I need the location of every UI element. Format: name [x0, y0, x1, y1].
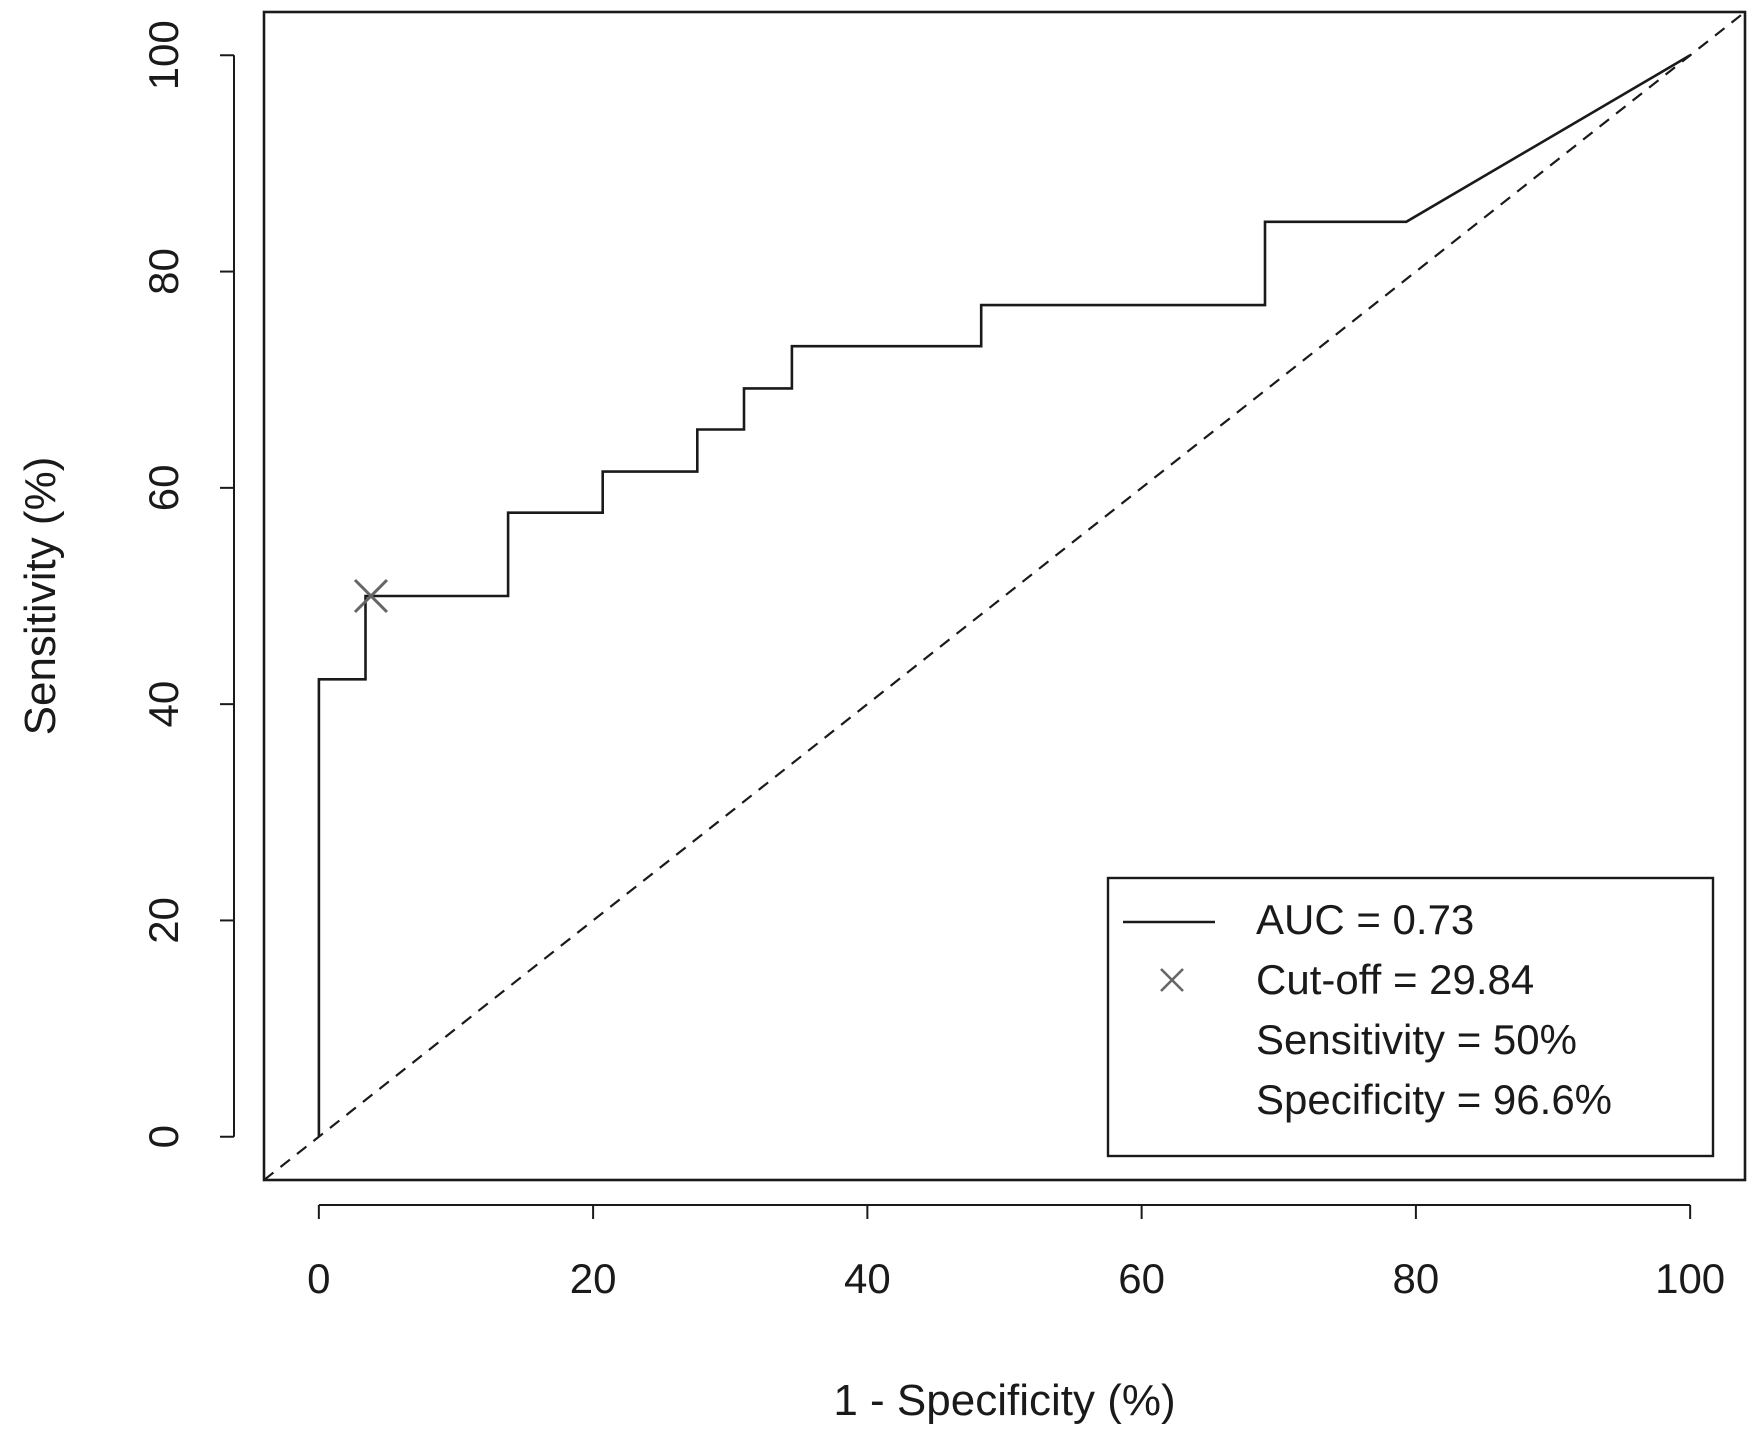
axes-layer: 0 20 40 60 80 100 0 20 40 60 80 100 [140, 10, 1747, 1302]
x-tick-label: 100 [1655, 1255, 1725, 1302]
y-tick-label: 80 [140, 248, 187, 295]
x-tick-label: 60 [1118, 1255, 1165, 1302]
cutoff-marker-layer [353, 578, 389, 614]
y-tick-label: 60 [140, 464, 187, 511]
y-tick-label: 20 [140, 897, 187, 944]
legend: AUC = 0.73 Cut-off = 29.84 Sensitivity = 5… [1106, 876, 1715, 1158]
x-tick-label: 0 [307, 1255, 330, 1302]
legend-entry-label: Cut-off = 29.84 [1256, 956, 1534, 1003]
y-tick-label: 40 [140, 681, 187, 728]
cutoff-marker-stroke-2 [353, 578, 389, 614]
legend-entry-label: Sensitivity = 50% [1256, 1016, 1577, 1063]
plot-frame [262, 10, 1747, 1182]
roc-curve-layer [317, 54, 1691, 1137]
legend-entry-label: AUC = 0.73 [1256, 896, 1474, 943]
y-axis-title: Sensitivity (%) [16, 457, 65, 736]
x-tick-label: 80 [1393, 1255, 1440, 1302]
legend-entry-label: Specificity = 96.6% [1256, 1076, 1612, 1123]
y-tick-label: 0 [140, 1125, 187, 1148]
legend-box [1106, 876, 1715, 1158]
x-tick-label: 40 [844, 1255, 891, 1302]
roc-curve-line [317, 54, 1691, 1137]
cutoff-marker [353, 578, 389, 614]
y-tick-label: 100 [140, 20, 187, 90]
x-axis-title: 1 - Specificity (%) [833, 1376, 1175, 1425]
x-tick-label: 20 [570, 1255, 617, 1302]
legend-x-symbol-stroke-2 [1160, 968, 1184, 992]
